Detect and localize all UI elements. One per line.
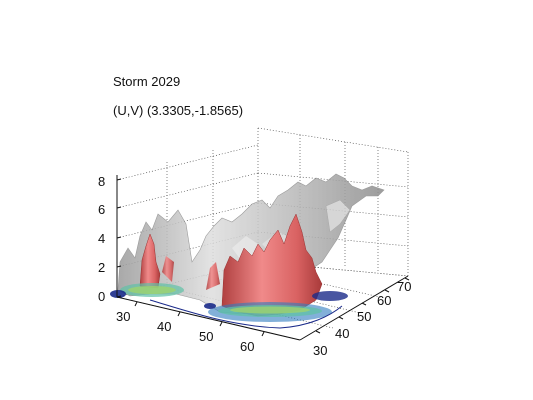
axis-lines bbox=[116, 175, 409, 341]
y-axis-line bbox=[299, 275, 409, 341]
x-tick-40: 40 bbox=[157, 319, 171, 334]
z-axis-ticks bbox=[116, 178, 122, 298]
y-tick-50: 50 bbox=[357, 309, 371, 324]
z-tick-0: 0 bbox=[98, 289, 105, 304]
z-tick-2: 2 bbox=[98, 260, 105, 275]
x-tick-50: 50 bbox=[199, 329, 213, 344]
z-tick-4: 4 bbox=[98, 231, 105, 246]
y-tick-70: 70 bbox=[397, 279, 411, 294]
inner-isosurface bbox=[139, 213, 323, 317]
x-tick-labels: 30 40 50 60 bbox=[116, 309, 254, 354]
y-axis-ticks bbox=[315, 277, 410, 334]
z-tick-8: 8 bbox=[98, 174, 105, 189]
z-tick-labels: 0 2 4 6 8 bbox=[98, 174, 105, 304]
z-tick-6: 6 bbox=[98, 202, 105, 217]
x-tick-30: 30 bbox=[116, 309, 130, 324]
plot-title: Storm 2029 bbox=[113, 74, 181, 89]
y-tick-60: 60 bbox=[377, 293, 391, 308]
x-axis-line bbox=[116, 296, 301, 341]
y-tick-labels: 30 40 50 60 70 bbox=[313, 279, 411, 358]
y-tick-30: 30 bbox=[313, 343, 327, 358]
x-tick-60: 60 bbox=[240, 339, 254, 354]
plot-subtitle: (U,V) (3.3305,-1.8565) bbox=[113, 103, 244, 118]
y-tick-40: 40 bbox=[335, 326, 349, 341]
base-contours bbox=[110, 283, 348, 329]
x-axis-ticks bbox=[134, 301, 265, 337]
